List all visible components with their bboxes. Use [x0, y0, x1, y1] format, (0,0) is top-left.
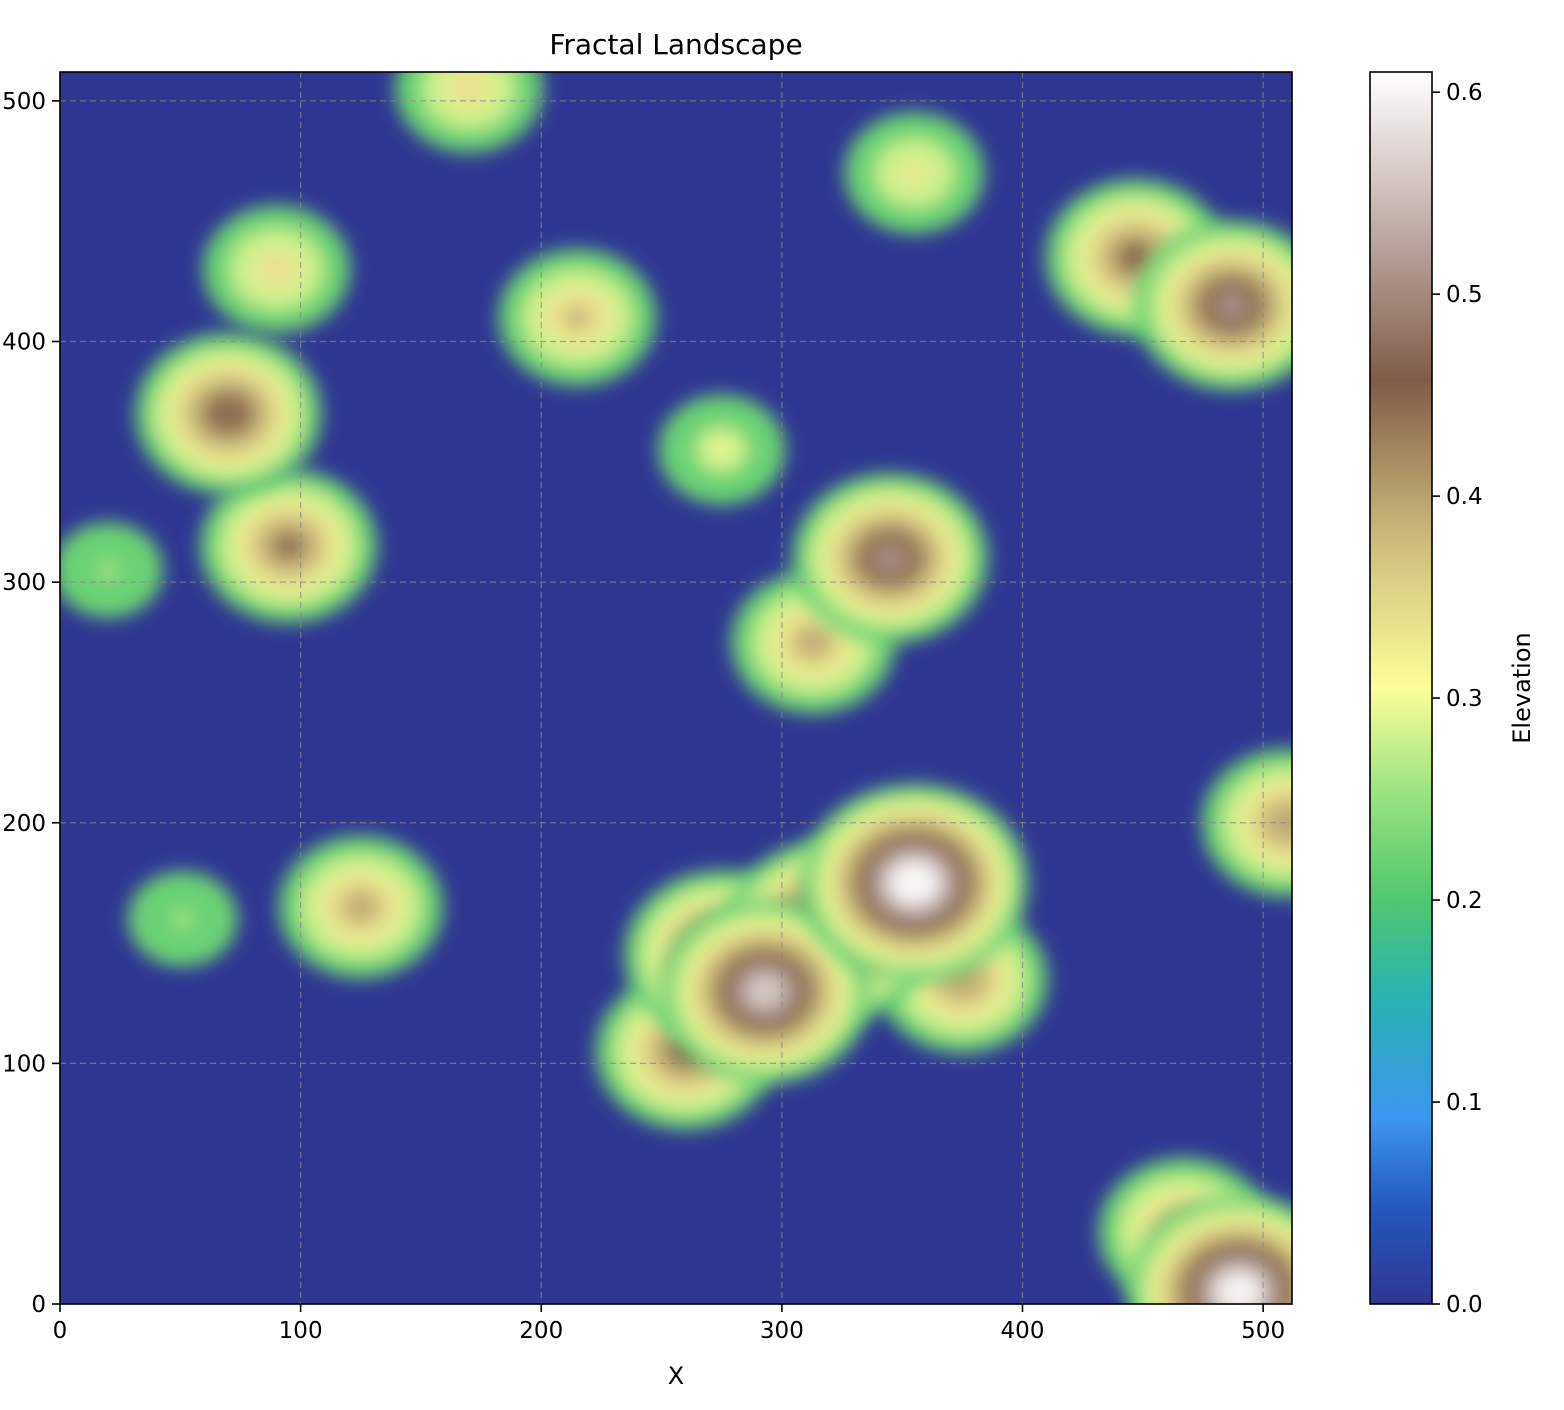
y-tick-label: 300 [2, 570, 46, 596]
heatmap-peak [127, 871, 238, 967]
colorbar-tick-label: 0.1 [1446, 1090, 1483, 1116]
x-tick-label: 100 [279, 1318, 323, 1344]
y-axis: 0 100 200 300 400 500 [2, 89, 60, 1318]
y-tick-label: 100 [2, 1051, 46, 1077]
heatmap-peak [395, 72, 543, 153]
y-tick-label: 200 [2, 811, 46, 837]
colorbar-tick-label: 0.4 [1446, 484, 1483, 510]
heatmap-image [60, 72, 1292, 1304]
colorbar-tick-label: 0.6 [1446, 80, 1483, 106]
heatmap-peak [498, 248, 657, 387]
heatmap-peak [658, 394, 786, 505]
chart-title: Fractal Landscape [549, 28, 802, 61]
x-axis: 0 100 200 300 400 500 [53, 1304, 1285, 1344]
x-tick-label: 0 [53, 1318, 68, 1344]
x-tick-label: 300 [760, 1318, 804, 1344]
heatmap-peak [199, 468, 378, 624]
heatmap-peak [1126, 1194, 1292, 1304]
x-tick-label: 500 [1241, 1318, 1285, 1344]
heatmap-peak [135, 332, 322, 495]
heatmap-peak [844, 112, 985, 234]
heatmap-peak [278, 835, 444, 979]
y-tick-label: 0 [31, 1292, 46, 1318]
plot-frame [59, 71, 1293, 1305]
heatmap-peak [1134, 220, 1292, 391]
heatmap-peak [60, 522, 164, 618]
heatmap-peak [1201, 748, 1292, 898]
y-tick-label: 500 [2, 89, 46, 115]
colorbar-tick-label: 0.0 [1446, 1292, 1483, 1318]
y-tick-label: 400 [2, 330, 46, 356]
colorbar-tick-label: 0.2 [1446, 888, 1483, 914]
x-tick-label: 200 [519, 1318, 563, 1344]
heatmap-peak [792, 472, 989, 644]
x-axis-label: X [668, 1362, 684, 1390]
heatmap-peak [202, 205, 351, 334]
colorbar-tick-label: 0.3 [1446, 686, 1483, 712]
colorbar-label: Elevation [1508, 632, 1536, 743]
heatmap-peak [658, 898, 872, 1084]
heatmap-peak [800, 783, 1029, 982]
colorbar-tick-label: 0.5 [1446, 282, 1483, 308]
x-tick-label: 400 [1001, 1318, 1045, 1344]
colorbar-axis: 0.0 0.1 0.2 0.3 0.4 0.5 0.6 [1432, 80, 1483, 1318]
colorbar [1369, 71, 1433, 1305]
